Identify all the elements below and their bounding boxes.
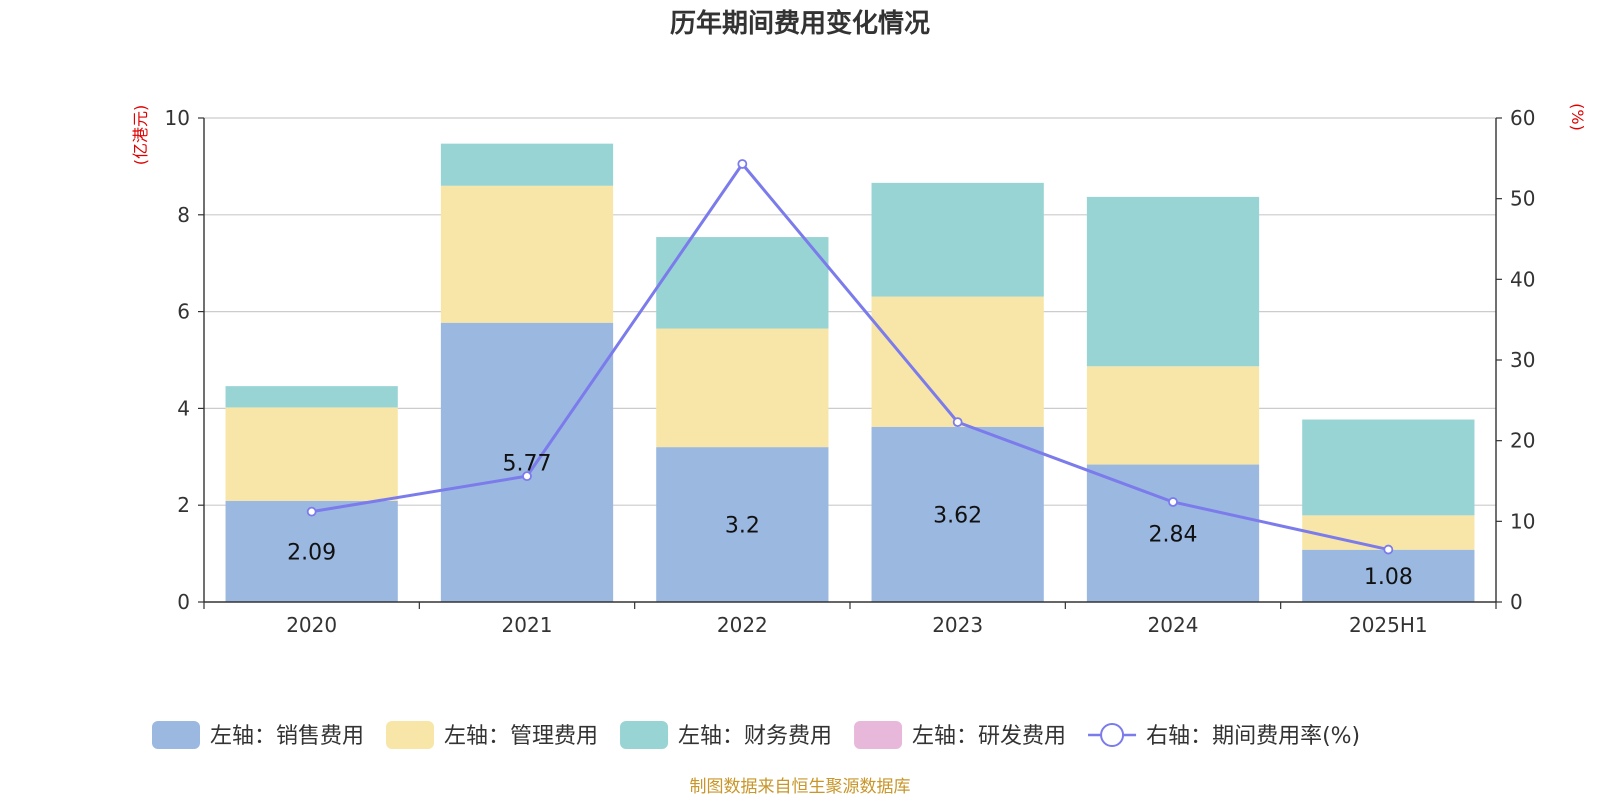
legend-swatch: [386, 721, 435, 749]
bar-segment-3: [440, 143, 614, 186]
bar-segment-2: [440, 185, 614, 323]
bar-segment-3: [225, 386, 398, 408]
right-tick-label: 40: [1510, 267, 1535, 291]
sales-data-label: 1.08: [1364, 565, 1413, 590]
bar-segment-3: [1302, 419, 1475, 516]
x-tick-label: 2021: [502, 613, 553, 637]
legend-swatch: [620, 721, 669, 749]
bar-segment-1: [440, 322, 614, 602]
data-labels: 2.09 5.77 3.2 3.62 2.84 1.08: [287, 451, 1413, 589]
rate-point: [1168, 497, 1178, 507]
left-tick-label: 6: [177, 300, 190, 324]
bar-segment-2: [225, 407, 398, 501]
legend-swatch: [854, 721, 903, 749]
rate-point: [737, 159, 748, 169]
bar-segment-3: [871, 182, 1044, 297]
legend-label: 左轴：管理费用: [444, 724, 598, 749]
left-tick-label: 8: [177, 203, 190, 227]
bar-segment-2: [871, 296, 1044, 427]
grid-lines: [204, 117, 1496, 506]
legend-label: 右轴：期间费用率(%): [1146, 724, 1360, 749]
bar-segment-2: [656, 328, 829, 448]
legend-label: 左轴：研发费用: [912, 724, 1066, 749]
legend-line-marker: [1100, 723, 1125, 747]
right-tick-label: 50: [1510, 187, 1535, 211]
rate-point: [306, 506, 317, 517]
legend-label: 左轴：销售费用: [210, 724, 364, 749]
sales-data-label: 5.77: [503, 451, 552, 476]
bar-segment-1: [225, 500, 398, 602]
chart-title: 历年期间费用变化情况: [670, 8, 930, 39]
legend-swatch: [152, 721, 200, 749]
left-axis-unit: (亿港元): [131, 105, 150, 166]
bar-segment-1: [1086, 464, 1260, 602]
sales-data-label: 2.09: [287, 540, 336, 565]
right-tick-label: 20: [1510, 429, 1535, 453]
rate-line-series: [306, 159, 1394, 555]
right-axis-unit: (%): [1568, 103, 1587, 131]
legend-label: 左轴：财务费用: [678, 724, 832, 749]
right-tick-label: 10: [1510, 509, 1535, 533]
bar-segment-1: [871, 426, 1044, 602]
bar-segment-2: [1086, 366, 1260, 465]
bar-segment-2: [1302, 515, 1475, 550]
source-note: 制图数据来自恒生聚源数据库: [690, 777, 911, 797]
legend: 左轴：销售费用 左轴：管理费用 左轴：财务费用 左轴：研发费用 右轴：期间费用率(%): [152, 721, 1360, 749]
sales-data-label: 3.62: [933, 503, 982, 528]
bar-segment-3: [1086, 196, 1260, 367]
left-tick-label: 2: [177, 493, 190, 517]
left-tick-label: 0: [177, 590, 190, 614]
axes: 0 2 4 6 8 10 0 10 20 30 40 50 60 2020 2021 2022 2023 2024…: [165, 106, 1536, 637]
bar-segment-1: [1302, 549, 1475, 602]
x-tick-label: 2022: [717, 613, 768, 637]
bar-series: [225, 143, 1475, 602]
right-tick-label: 30: [1510, 348, 1535, 372]
rate-point: [952, 417, 963, 428]
x-tick-label: 2023: [932, 613, 983, 637]
right-tick-label: 60: [1510, 106, 1535, 130]
x-tick-label: 2024: [1148, 613, 1199, 637]
x-tick-label: 2025H1: [1349, 613, 1428, 637]
bar-segment-1: [656, 447, 829, 602]
x-tick-label: 2020: [286, 613, 337, 637]
left-tick-label: 4: [177, 396, 190, 420]
sales-data-label: 3.2: [725, 514, 760, 539]
sales-data-label: 2.84: [1149, 522, 1198, 547]
left-tick-label: 10: [165, 106, 190, 130]
rate-point: [1383, 544, 1394, 555]
right-tick-label: 0: [1510, 590, 1523, 614]
bar-segment-3: [656, 237, 829, 329]
rate-line: [311, 161, 1389, 552]
rate-point: [522, 471, 532, 482]
